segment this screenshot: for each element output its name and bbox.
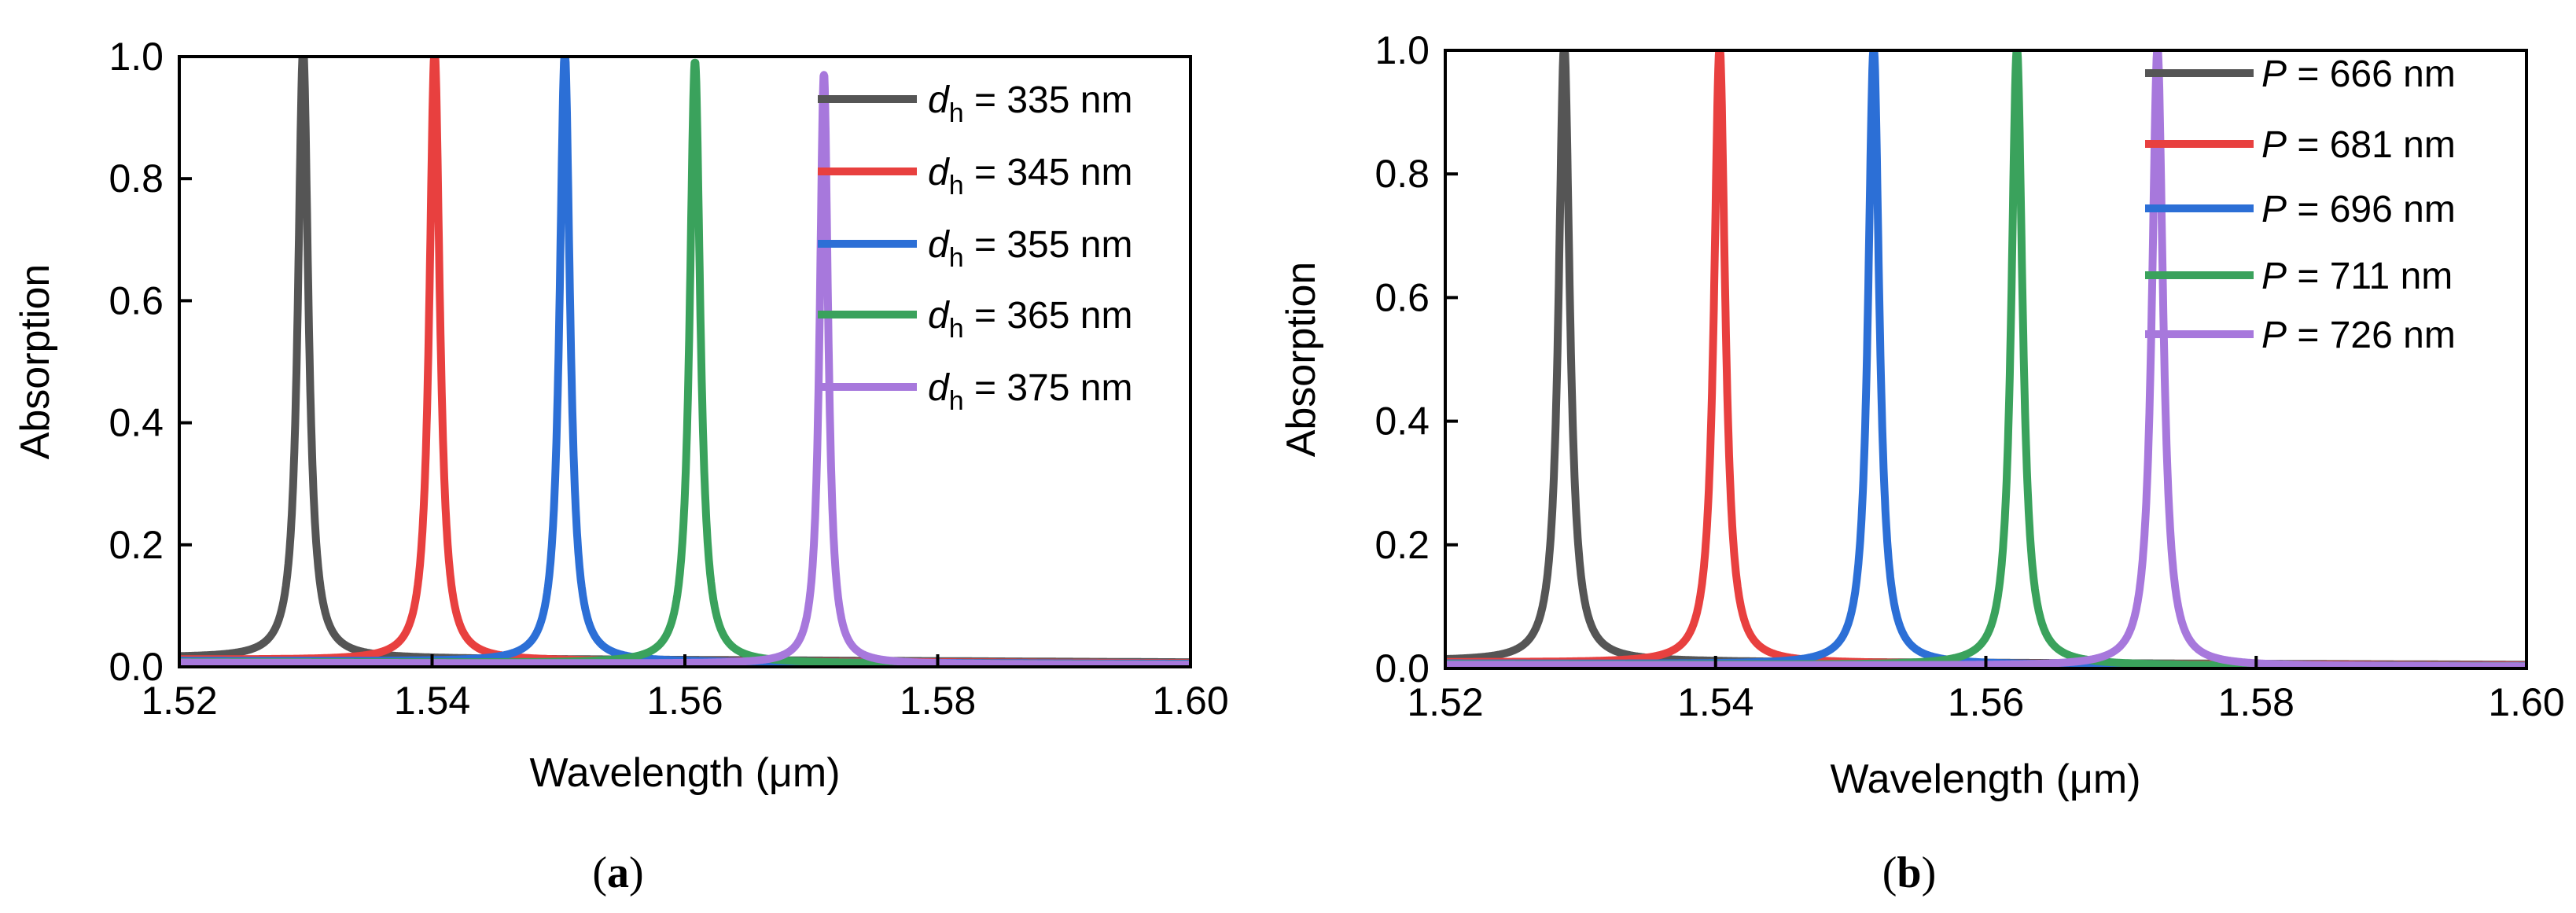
legend-label: P = 666 nm (2261, 53, 2456, 95)
x-axis-title: Wavelength (μm) (529, 750, 840, 796)
legend-subscript: h (949, 171, 964, 201)
y-tick-label: 0.0 (109, 645, 164, 689)
legend-value: = 375 nm (964, 367, 1133, 409)
legend-label: dh = 345 nm (928, 152, 1132, 201)
y-axis-title: Absorption (1279, 262, 1324, 458)
legend-value: = 365 nm (964, 295, 1133, 337)
legend-symbol: d (928, 367, 950, 409)
x-tick-label: 1.58 (2218, 680, 2294, 724)
legend-subscript: h (949, 98, 964, 128)
y-tick-label: 0.6 (1374, 275, 1430, 319)
y-tick-label: 0.8 (109, 156, 164, 201)
y-tick-label: 0.0 (1374, 646, 1430, 690)
x-tick-label: 1.60 (2488, 680, 2564, 724)
y-tick-label: 0.2 (1374, 523, 1430, 567)
legend: dh = 335 nm dh = 345 nm dh = 355 nm dh =… (818, 79, 1132, 416)
legend-value: = 345 nm (964, 152, 1133, 193)
panel-letter: a (607, 849, 629, 897)
y-axis-title: Absorption (13, 264, 58, 460)
panel-caption-a: (a) (592, 849, 643, 897)
legend-value: = 335 nm (964, 79, 1133, 121)
legend-entry: dh = 375 nm (818, 367, 1132, 416)
y-axis: 0.0 0.2 0.4 0.6 0.8 1.0 (1374, 28, 1458, 690)
legend-label: P = 711 nm (2261, 256, 2453, 297)
legend-entry: P = 711 nm (2145, 256, 2453, 297)
y-tick-label: 0.4 (1374, 399, 1430, 444)
legend-label: dh = 365 nm (928, 295, 1132, 344)
x-axis: 1.52 1.54 1.56 1.58 1.60 (141, 654, 1229, 723)
x-tick-label: 1.52 (1407, 680, 1483, 724)
legend-value: = 696 nm (2287, 189, 2456, 230)
legend-entry: dh = 365 nm (818, 295, 1132, 344)
legend-symbol: P (2261, 315, 2287, 356)
y-axis: 0.0 0.2 0.4 0.6 0.8 1.0 (109, 35, 192, 689)
y-tick-label: 0.2 (109, 523, 164, 567)
x-tick-label: 1.54 (1677, 680, 1754, 724)
panel-letter: b (1897, 849, 1921, 897)
legend-label: dh = 375 nm (928, 367, 1132, 416)
series-layer (179, 57, 1190, 667)
x-tick-label: 1.56 (646, 679, 723, 723)
legend-value: = 726 nm (2287, 315, 2456, 356)
legend-entry: dh = 345 nm (818, 152, 1132, 201)
legend-label: P = 681 nm (2261, 124, 2456, 166)
x-axis: 1.52 1.54 1.56 1.58 1.60 (1407, 656, 2565, 724)
y-tick-label: 0.6 (109, 278, 164, 322)
legend-entry: P = 726 nm (2145, 315, 2456, 356)
legend-symbol: P (2261, 256, 2287, 297)
y-tick-label: 0.4 (109, 401, 164, 445)
legend: P = 666 nm P = 681 nm P = 696 nm P = 711… (2145, 53, 2456, 356)
x-tick-label: 1.54 (394, 679, 470, 723)
legend-entry: P = 696 nm (2145, 189, 2456, 230)
legend-label: P = 726 nm (2261, 315, 2456, 356)
legend-subscript: h (949, 386, 964, 416)
legend-value: = 681 nm (2287, 124, 2456, 166)
panel-caption-b: (b) (1882, 849, 1936, 897)
x-tick-label: 1.56 (1948, 680, 2024, 724)
legend-symbol: P (2261, 124, 2287, 166)
legend-symbol: P (2261, 189, 2287, 230)
legend-entry: dh = 335 nm (818, 79, 1132, 128)
legend-subscript: h (949, 243, 964, 273)
legend-symbol: d (928, 295, 950, 337)
x-axis-title: Wavelength (μm) (1830, 757, 2140, 802)
y-tick-label: 0.8 (1374, 152, 1430, 196)
x-tick-label: 1.52 (141, 679, 217, 723)
legend-label: dh = 355 nm (928, 224, 1132, 273)
legend-symbol: d (928, 152, 950, 193)
legend-value: = 355 nm (964, 224, 1133, 266)
legend-symbol: d (928, 224, 950, 266)
legend-value: = 711 nm (2287, 256, 2453, 297)
legend-entry: P = 681 nm (2145, 124, 2456, 166)
legend-label: dh = 335 nm (928, 79, 1132, 128)
legend-symbol: P (2261, 53, 2287, 95)
x-tick-label: 1.60 (1152, 679, 1228, 723)
y-tick-label: 1.0 (1374, 28, 1430, 72)
x-tick-label: 1.58 (900, 679, 976, 723)
legend-symbol: d (928, 79, 950, 121)
y-tick-label: 1.0 (109, 35, 164, 79)
legend-value: = 666 nm (2287, 53, 2456, 95)
chart-panel-a: 1.52 1.54 1.56 1.58 1.60 0.0 0.2 0.4 0.6… (13, 35, 1229, 897)
legend-entry: P = 666 nm (2145, 53, 2456, 95)
legend-entry: dh = 355 nm (818, 224, 1132, 273)
legend-subscript: h (949, 314, 964, 344)
chart-panel-b: 1.52 1.54 1.56 1.58 1.60 0.0 0.2 0.4 0.6… (1279, 28, 2565, 897)
legend-label: P = 696 nm (2261, 189, 2456, 230)
